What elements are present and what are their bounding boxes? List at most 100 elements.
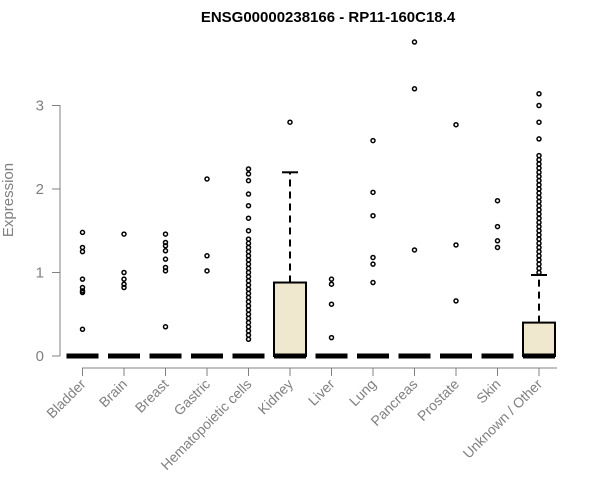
outlier-point [536, 248, 542, 255]
outlier-point [162, 243, 169, 249]
outlier-point [79, 248, 86, 255]
outlier-point [121, 269, 127, 276]
outlier-point [245, 215, 252, 221]
outlier-point [536, 177, 542, 184]
outlier-point [536, 240, 542, 247]
outlier-point [536, 207, 542, 213]
outlier-point [536, 257, 542, 263]
outlier-point [328, 281, 335, 287]
box-group-prostate [440, 121, 472, 359]
x-tick-label-bladder: Bladder [43, 376, 89, 422]
box-group-hematopoietic-cells [232, 166, 265, 359]
chart-title: ENSG00000238166 - RP11-160C18.4 [201, 9, 456, 26]
outlier-point [536, 119, 542, 125]
x-tick-label-lung: Lung [346, 376, 379, 409]
box-group-bladder [66, 229, 99, 359]
outlier-point [245, 244, 252, 251]
x-tick-label-liver: Liver [305, 376, 338, 409]
x-tick-label-unknown-other: Unknown / Other [460, 376, 546, 462]
outlier-point [162, 248, 169, 254]
y-ticks: 0 1 2 3 [36, 98, 60, 365]
outlier-point [494, 238, 501, 244]
outlier-point [536, 202, 542, 209]
y-tick-label: 2 [36, 181, 44, 198]
outlier-point [287, 119, 293, 125]
outlier-point [245, 307, 252, 313]
outlier-point [453, 298, 459, 304]
outlier-point [536, 223, 542, 230]
outlier-point [245, 253, 252, 259]
box-group-liver [315, 276, 348, 359]
outlier-point [536, 161, 542, 167]
box-group-pancreas [398, 39, 431, 359]
x-tick-label-kidney: Kidney [255, 376, 297, 418]
iqr-box [273, 281, 307, 357]
outlier-point [204, 268, 210, 274]
y-tick-label: 0 [36, 348, 44, 365]
outlier-point [121, 276, 127, 282]
outlier-point [494, 244, 501, 251]
outlier-point [536, 194, 542, 201]
outlier-point [536, 219, 542, 226]
outlier-point [536, 91, 542, 97]
outlier-point [245, 282, 252, 288]
outlier-point [536, 215, 542, 221]
y-axis-label: Expression [0, 163, 17, 237]
x-tick-label-skin: Skin [473, 376, 504, 407]
outlier-point [536, 198, 542, 205]
outlier-point [536, 186, 542, 192]
outlier-point [245, 298, 252, 305]
outlier-point [370, 279, 376, 286]
outlier-point [411, 86, 418, 92]
outlier-point [536, 211, 542, 217]
outlier-point [245, 257, 252, 263]
outlier-point [536, 136, 542, 142]
box-group-gastric [191, 176, 223, 359]
outlier-point [245, 286, 252, 292]
outlier-point [245, 248, 252, 255]
outlier-point [536, 261, 542, 267]
outlier-point [370, 261, 376, 267]
outlier-point [494, 197, 501, 204]
outlier-point [536, 102, 542, 109]
box-group-breast [149, 231, 182, 359]
outlier-point [245, 328, 252, 334]
outlier-point [162, 231, 169, 237]
outlier-point [79, 326, 86, 333]
outlier-point [494, 223, 501, 230]
outlier-point [245, 290, 252, 297]
outlier-point [328, 276, 335, 282]
outlier-point [245, 171, 252, 177]
outlier-point [245, 315, 252, 322]
x-tick-label-prostate: Prostate [414, 376, 462, 424]
outlier-point [79, 289, 86, 296]
outlier-point [162, 268, 169, 274]
outlier-point [411, 39, 418, 45]
outlier-point [245, 240, 252, 247]
outlier-point [245, 177, 252, 184]
outlier-point [328, 301, 335, 307]
outlier-point [370, 212, 376, 219]
outlier-point [245, 273, 252, 280]
outlier-point [245, 191, 252, 197]
outlier-point [245, 269, 252, 276]
outlier-point [536, 190, 542, 196]
outlier-point [245, 324, 252, 330]
outlier-point [411, 247, 418, 253]
outlier-point [536, 228, 542, 234]
outlier-point [245, 261, 252, 267]
outlier-point [79, 276, 86, 282]
outlier-point [121, 231, 127, 237]
boxes [66, 39, 556, 359]
outlier-point [245, 294, 252, 301]
outlier-point [204, 253, 210, 259]
outlier-point [328, 334, 335, 341]
outlier-point [536, 244, 542, 251]
outlier-point [536, 182, 542, 188]
y-tick-label: 3 [36, 98, 44, 115]
outlier-point [536, 253, 542, 259]
outlier-point [453, 242, 459, 248]
outlier-point [79, 244, 86, 251]
outlier-point [536, 269, 542, 276]
